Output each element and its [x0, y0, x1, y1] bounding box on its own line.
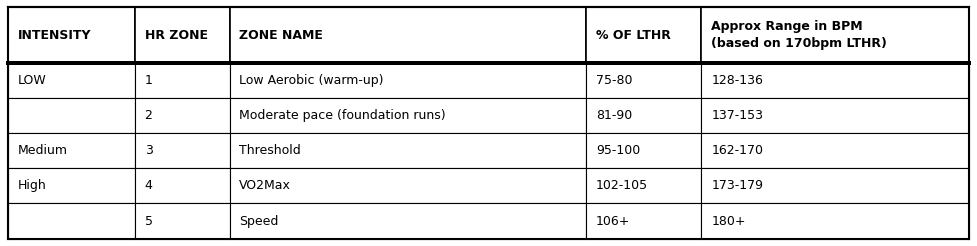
Bar: [230, 63, 586, 98]
Bar: [586, 7, 701, 63]
Text: ZONE NAME: ZONE NAME: [239, 29, 323, 42]
Text: 1: 1: [145, 74, 152, 87]
Text: HR ZONE: HR ZONE: [145, 29, 207, 42]
Bar: [8, 133, 135, 168]
Bar: [701, 7, 969, 63]
Bar: [701, 98, 969, 133]
Text: 180+: 180+: [711, 215, 745, 228]
Text: 95-100: 95-100: [596, 144, 640, 157]
Bar: [586, 98, 701, 133]
Text: Moderate pace (foundation runs): Moderate pace (foundation runs): [239, 109, 446, 122]
Bar: [586, 63, 701, 98]
Text: VO2Max: VO2Max: [239, 179, 291, 192]
Text: 106+: 106+: [596, 215, 630, 228]
Text: 3: 3: [145, 144, 152, 157]
Bar: [230, 133, 586, 168]
Text: High: High: [18, 179, 46, 192]
Bar: [701, 168, 969, 203]
Text: LOW: LOW: [18, 74, 46, 87]
Text: 102-105: 102-105: [596, 179, 648, 192]
Text: Speed: Speed: [239, 215, 278, 228]
Text: 128-136: 128-136: [711, 74, 763, 87]
Bar: [135, 63, 230, 98]
Bar: [8, 63, 135, 98]
Bar: [135, 7, 230, 63]
Bar: [135, 133, 230, 168]
Text: Approx Range in BPM
(based on 170bpm LTHR): Approx Range in BPM (based on 170bpm LTH…: [711, 20, 887, 50]
Bar: [8, 7, 135, 63]
Bar: [230, 7, 586, 63]
Text: Threshold: Threshold: [239, 144, 301, 157]
Bar: [135, 98, 230, 133]
Text: 137-153: 137-153: [711, 109, 763, 122]
Bar: [135, 203, 230, 239]
Text: Medium: Medium: [18, 144, 67, 157]
Text: 162-170: 162-170: [711, 144, 763, 157]
Text: 173-179: 173-179: [711, 179, 763, 192]
Bar: [135, 168, 230, 203]
Bar: [230, 203, 586, 239]
Text: Low Aerobic (warm-up): Low Aerobic (warm-up): [239, 74, 384, 87]
Text: 4: 4: [145, 179, 152, 192]
Bar: [586, 133, 701, 168]
Text: 75-80: 75-80: [596, 74, 632, 87]
Bar: [586, 203, 701, 239]
Bar: [701, 133, 969, 168]
Text: % OF LTHR: % OF LTHR: [596, 29, 671, 42]
Text: INTENSITY: INTENSITY: [18, 29, 91, 42]
Bar: [586, 168, 701, 203]
Bar: [230, 98, 586, 133]
Bar: [8, 168, 135, 203]
Text: 5: 5: [145, 215, 152, 228]
Bar: [701, 63, 969, 98]
Text: 2: 2: [145, 109, 152, 122]
Bar: [230, 168, 586, 203]
Bar: [701, 203, 969, 239]
Bar: [8, 203, 135, 239]
Bar: [8, 98, 135, 133]
Text: 81-90: 81-90: [596, 109, 632, 122]
